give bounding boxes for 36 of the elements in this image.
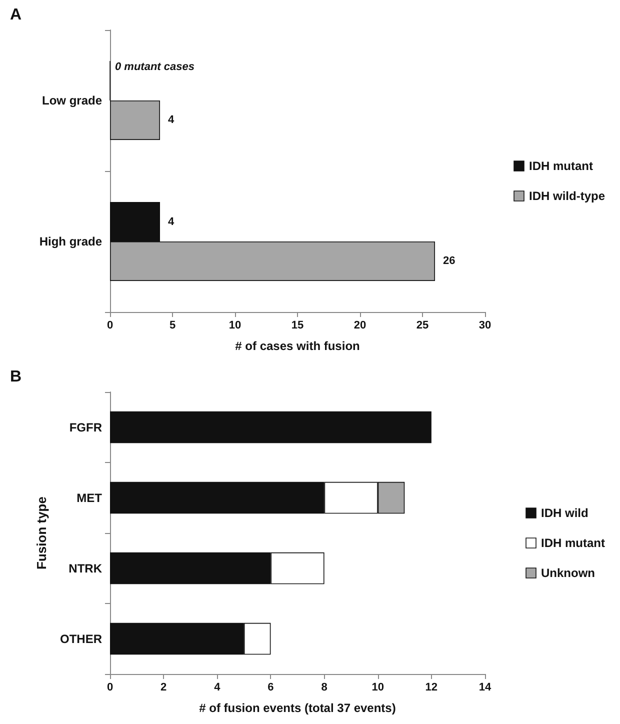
x-tick-label: 20 <box>354 320 366 332</box>
x-tick-label: 0 <box>106 682 114 694</box>
data-label: 4 <box>168 114 175 126</box>
data-label: 4 <box>168 216 175 228</box>
legend-label: Unknown <box>541 566 596 580</box>
y-tick-label: Low grade <box>42 94 102 108</box>
legend-label: IDH wild <box>541 506 588 520</box>
x-tick-label: 0 <box>106 320 114 332</box>
x-tick-label: 25 <box>416 320 429 332</box>
x-tick-label: 30 <box>478 320 492 332</box>
chart-title: A <box>10 6 22 24</box>
y-tick-label: High grade <box>39 234 102 248</box>
annotation: 0 mutant cases <box>115 60 194 73</box>
y-tick-label: NTRK <box>68 561 102 576</box>
legend-label: IDH mutant <box>541 536 606 550</box>
x-tick-label: 14 <box>478 682 492 694</box>
bar <box>110 411 432 444</box>
y-tick-label: FGFR <box>69 420 102 434</box>
data-label: 26 <box>443 255 456 268</box>
x-axis-title: # of cases with fusion <box>235 339 360 353</box>
chart-title: B <box>10 368 22 386</box>
legend-label: IDH wild-type <box>529 189 606 203</box>
y-axis-title: Fusion type <box>34 496 49 570</box>
x-tick-label: 12 <box>425 682 438 694</box>
x-axis-title: # of fusion events (total 37 events) <box>199 701 396 715</box>
x-tick-label: 6 <box>268 682 274 694</box>
y-tick-label: MET <box>76 490 103 505</box>
legend-label: IDH mutant <box>529 159 593 173</box>
x-tick-label: 10 <box>228 320 242 332</box>
x-tick-label: 15 <box>291 320 304 332</box>
x-tick-label: 8 <box>321 682 328 694</box>
y-tick-label: OTHER <box>60 632 102 646</box>
x-tick-label: 4 <box>214 682 222 694</box>
x-tick-label: 10 <box>372 682 384 694</box>
x-tick-label: 2 <box>160 682 167 694</box>
x-tick-label: 5 <box>169 320 176 332</box>
